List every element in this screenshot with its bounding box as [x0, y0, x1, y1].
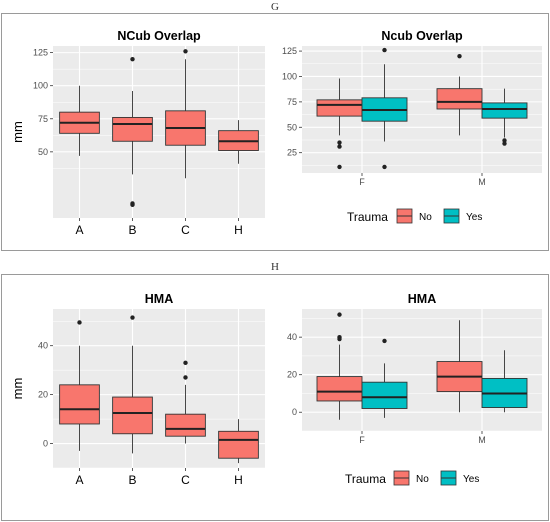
y-tick-label: 40	[287, 332, 297, 342]
box-body	[165, 413, 206, 437]
x-tick-label: B	[128, 223, 136, 237]
box-B	[112, 315, 153, 454]
x-tick-label: M	[478, 435, 486, 445]
box-F	[361, 338, 408, 418]
box-C	[165, 360, 206, 444]
legend-G-no-label: No	[419, 212, 432, 223]
box-A	[59, 320, 100, 451]
chart-H-right: 0 20 40 F M HMA	[287, 292, 542, 445]
box-C	[165, 49, 206, 179]
chart-title: Ncub Overlap	[381, 29, 463, 43]
panel-G-letter: G	[271, 1, 279, 13]
y-tick-label: 75	[287, 97, 297, 107]
outlier-point	[502, 138, 507, 143]
chart-G-right: 25 50 75 100 125 F M Ncub Overlap	[282, 29, 542, 187]
outlier-point	[337, 140, 342, 145]
outlier-point	[183, 360, 188, 366]
box-body	[436, 88, 483, 110]
y-tick-label: 125	[33, 48, 48, 58]
y-tick-label: 20	[287, 370, 297, 380]
box-body	[112, 116, 153, 142]
y-tick-label: 50	[38, 147, 48, 157]
box-H	[218, 419, 259, 464]
x-tick-label: F	[359, 177, 365, 187]
box-body	[218, 430, 259, 459]
outlier-point	[457, 53, 462, 59]
outlier-point	[337, 144, 342, 149]
y-tick-label: 100	[33, 81, 48, 91]
outlier-point	[130, 315, 135, 320]
outlier-point	[130, 57, 135, 62]
outlier-point	[337, 336, 342, 342]
legend-H-no-label: No	[416, 474, 429, 485]
outlier-point	[502, 141, 507, 146]
y-axis-label: mm	[10, 378, 25, 400]
box-body	[316, 99, 363, 117]
chart-title: NCub Overlap	[117, 29, 201, 43]
outlier-point	[183, 49, 188, 54]
x-tick-label: F	[359, 435, 365, 445]
outlier-point	[337, 164, 342, 170]
box-A	[59, 85, 100, 156]
y-tick-label: 25	[287, 148, 297, 158]
legend-G-yes-label: Yes	[466, 212, 482, 223]
outlier-point	[183, 375, 188, 380]
y-tick-label: 100	[282, 71, 297, 81]
plots: 50 75 100 125 A B C H NCub Overlap mm 25 50 75 100 125…	[10, 29, 542, 487]
chart-title: HMA	[408, 292, 436, 306]
box-body	[112, 396, 153, 435]
legend-H-yes-label: Yes	[463, 474, 479, 485]
outlier-point	[130, 202, 135, 207]
box-M	[436, 320, 483, 413]
outlier-point	[77, 320, 82, 325]
box-M	[481, 88, 528, 146]
box-body	[59, 384, 100, 425]
y-tick-label: 125	[282, 46, 297, 56]
y-tick-label: 0	[43, 439, 48, 449]
chart-H-left: 0 20 40 A B C H HMA mm	[10, 292, 265, 487]
x-tick-label: B	[128, 473, 136, 487]
x-tick-label: M	[478, 177, 486, 187]
y-tick-label: 20	[38, 390, 48, 400]
legend-G: Trauma No Yes	[347, 208, 482, 224]
box-M	[436, 53, 483, 136]
x-tick-label: A	[75, 473, 83, 487]
chart-G-left: 50 75 100 125 A B C H NCub Overlap mm	[10, 29, 265, 237]
x-tick-label: C	[181, 223, 190, 237]
box-M	[481, 350, 528, 413]
figure-H-frame	[1, 274, 549, 521]
figure-G-frame	[1, 13, 549, 251]
box-body	[316, 376, 363, 402]
y-tick-label: 75	[38, 114, 48, 124]
panel-H-letter: H	[271, 261, 279, 273]
box-B	[112, 57, 153, 207]
box-H	[218, 120, 259, 164]
y-axis-label: mm	[10, 121, 25, 143]
y-tick-label: 40	[38, 341, 48, 351]
x-tick-label: H	[234, 223, 243, 237]
box-body	[481, 102, 528, 119]
x-tick-label: A	[75, 223, 83, 237]
chart-title: HMA	[145, 292, 173, 306]
box-body	[361, 381, 408, 409]
outlier-point	[382, 338, 387, 344]
box-F	[361, 47, 408, 170]
outlier-point	[382, 47, 387, 53]
y-tick-label: 0	[292, 407, 297, 417]
y-tick-label: 50	[287, 122, 297, 132]
x-tick-label: C	[181, 473, 190, 487]
legend-G-title: Trauma	[347, 210, 388, 224]
outlier-point	[337, 312, 342, 317]
legend-H-title: Trauma	[345, 472, 386, 486]
plot-area	[302, 309, 542, 431]
x-tick-label: H	[234, 473, 243, 487]
outlier-point	[382, 164, 387, 170]
legend-H: Trauma No Yes	[345, 470, 479, 486]
